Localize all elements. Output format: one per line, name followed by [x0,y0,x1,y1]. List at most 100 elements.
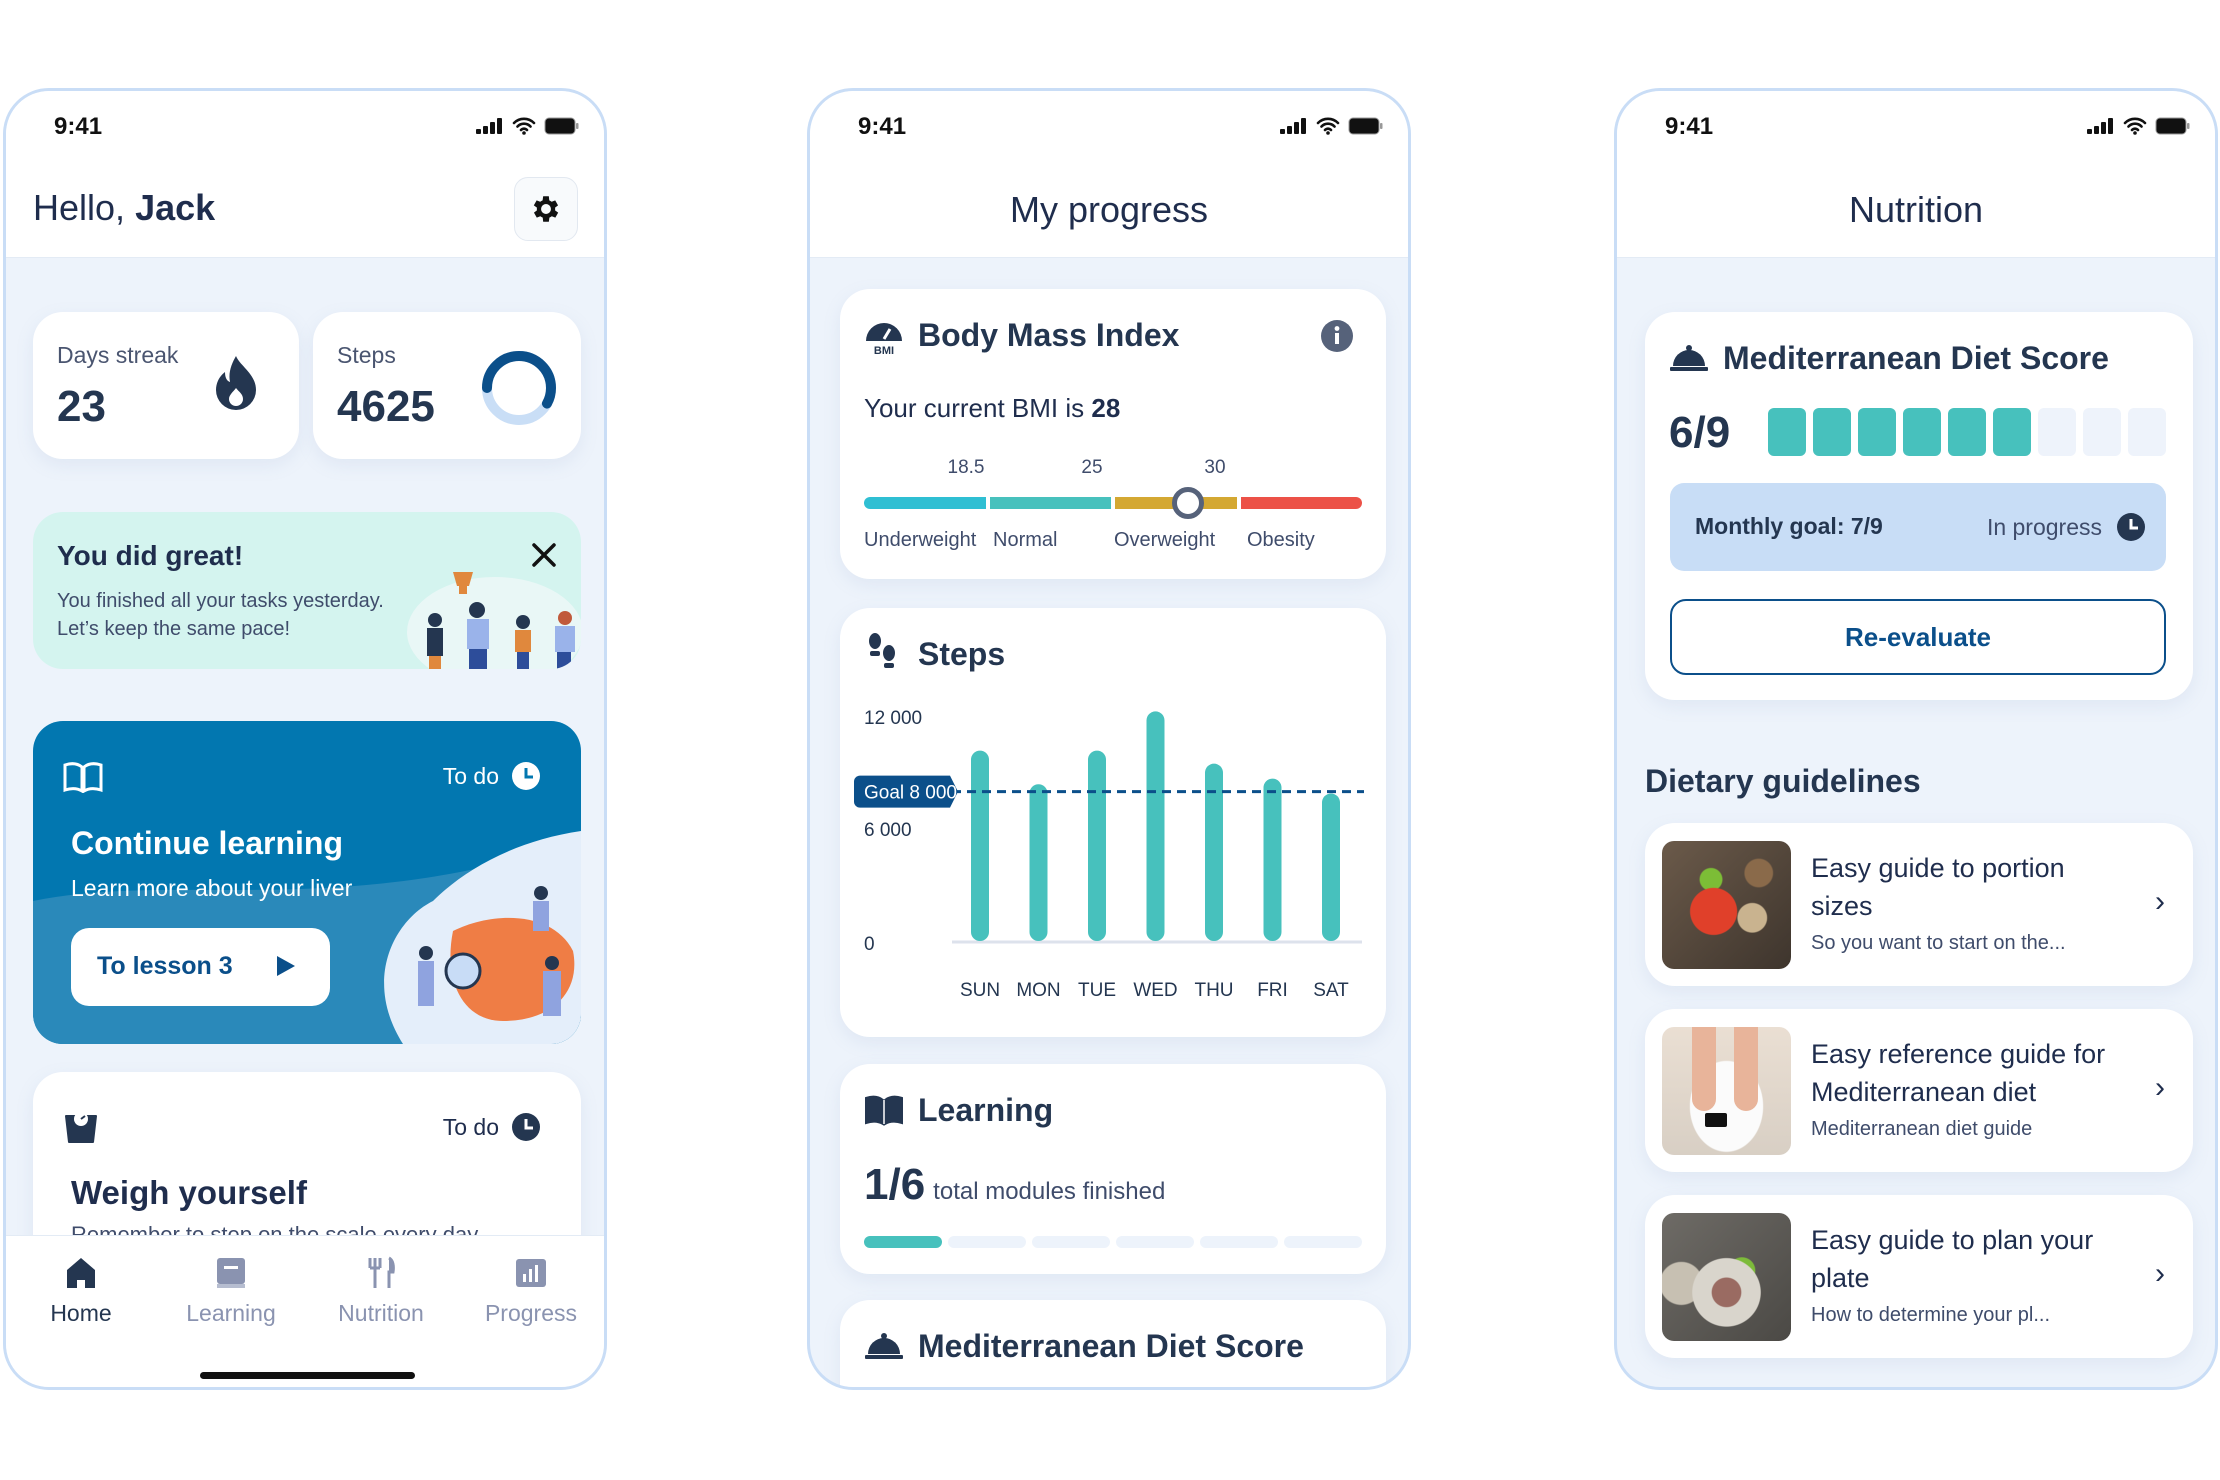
progress-screen: 9:41 My progress BMI Body Mass Index You… [807,88,1411,1390]
streak-label: Days streak [57,342,179,368]
chevron-right-icon: › [2155,1071,2165,1104]
guideline-title: Easy guide to plan your plate [1811,1225,2094,1293]
cloche-icon [865,1333,903,1359]
congrats-banner: You did great! You finished all your tas… [33,512,581,669]
banner-line-2: Let’s keep the same pace! [57,618,291,640]
guideline-subtitle: Mediterranean diet guide [1811,1118,2033,1140]
bmi-category: Normal [993,529,1058,551]
user-name: Jack [135,187,216,228]
signal-icon [476,118,502,134]
scale-feet-image [1662,1027,1791,1155]
weigh-card-title: Weigh yourself [71,1174,307,1211]
guideline-item[interactable]: Easy guide to plan your plate How to det… [1645,1195,2193,1358]
y-tick-label: 0 [864,934,875,955]
guideline-item[interactable]: Easy reference guide for Mediterranean d… [1645,1009,2193,1172]
bmi-threshold: 25 [1081,457,1103,478]
days-streak-card[interactable]: Days streak 23 [33,312,299,459]
monthly-goal-label: Monthly goal: 7/9 [1695,513,1883,539]
clock-icon [2117,513,2145,541]
to-lesson-button[interactable]: To lesson 3 [71,928,330,1006]
score-box [1858,408,1896,456]
steps-card[interactable]: Steps 4625 [313,312,581,459]
chevron-right-icon: › [2155,885,2165,918]
book-icon [217,1258,245,1288]
guideline-title: Easy guide to portion sizes [1811,853,2065,921]
diet-score-card-preview: Mediterranean Diet Score [840,1300,1386,1387]
bar-tue [1088,750,1106,941]
clock-icon [512,762,540,790]
streak-value: 23 [57,382,106,431]
bottom-nav: Home Learning Nutrition Progress [6,1235,604,1387]
bar-thu [1205,763,1223,941]
bmi-category: Overweight [1114,529,1216,551]
bmi-marker [1171,487,1204,519]
re-evaluate-button[interactable]: Re-evaluate [1670,599,2166,675]
learning-module-segment [1200,1236,1278,1248]
greeting: Hello, Jack [33,187,215,229]
bar-wed [1146,711,1165,941]
diet-score-value: 6/9 [1669,408,1731,457]
score-box [1993,408,2031,456]
info-button[interactable] [1320,319,1354,353]
foot [1734,1027,1758,1111]
diet-score-meter [1768,408,2166,456]
goal-badge [854,775,958,808]
x-tick-label: THU [1194,980,1233,1001]
play-icon [277,956,295,976]
banner-title: You did great! [57,540,244,571]
learning-title: Learning [918,1092,1054,1128]
learning-card-subtitle: Learn more about your liver [71,875,353,901]
footsteps-icon [869,633,895,668]
bmi-gauge-icon: BMI [866,323,902,355]
y-tick-label: 12 000 [864,708,922,729]
foot [1692,1027,1716,1111]
steps-bar-chart: 0 6 000 12 000 SUN MON TUE WED THU FRI SAT Goal 8 … [854,708,1364,1001]
settings-button[interactable] [514,177,578,241]
nutrition-screen: 9:41 Nutrition Mediterranean Diet Score … [1614,88,2218,1390]
progress-header: 9:41 My progress [810,91,1408,258]
nav-learning[interactable]: Learning [156,1256,306,1327]
score-box [2128,408,2166,456]
page-title: My progress [1009,189,1209,230]
bmi-card: BMI Body Mass Index Your current BMI is … [840,289,1386,579]
status-label: To do [442,762,499,789]
guideline-item[interactable]: Easy guide to portion sizes So you want … [1645,823,2193,986]
goal-label: Goal 8 000 [864,783,957,804]
steps-progress-ring [482,351,556,425]
learning-module-segment [1284,1236,1362,1248]
x-tick-label: SUN [960,980,1000,1001]
bar-fri [1263,778,1282,941]
steps-title: Steps [918,636,1006,672]
bar-mon [1029,784,1048,941]
guideline-subtitle: So you want to start on the... [1811,932,2066,954]
learning-count-label: total modules finished [933,1178,1166,1205]
bmi-segment-obesity [1240,497,1362,509]
close-banner-button[interactable] [523,534,565,576]
book-open-icon [865,1095,903,1126]
monthly-goal-panel: Monthly goal: 7/9 In progress [1670,483,2166,571]
portion-sizes-image [1662,841,1791,969]
continue-learning-card[interactable]: To do Continue learning Learn more about… [33,721,581,1044]
learning-card-title: Continue learning [71,825,343,861]
signal-icon [1280,118,1306,134]
steps-value: 4625 [337,382,435,431]
chart-icon [516,1259,546,1287]
bmi-threshold: 18.5 [947,457,985,478]
battery-icon [544,117,579,135]
learning-progress-bar [864,1236,1362,1248]
learning-module-segment [1116,1236,1194,1248]
wifi-icon [2123,117,2147,135]
nav-home[interactable]: Home [6,1256,156,1327]
bmi-categories: Underweight Normal Overweight Obesity [864,529,1362,552]
bmi-scale [864,497,1362,509]
scale-icon [65,1112,97,1143]
nav-nutrition[interactable]: Nutrition [306,1256,456,1327]
fork-knife-icon [368,1256,395,1288]
scale-display [1705,1113,1727,1127]
x-tick-label: SAT [1313,980,1349,1001]
score-box [1948,408,1986,456]
learning-count: 1/6 [864,1160,926,1209]
svg-text:BMI: BMI [874,345,894,355]
nav-progress[interactable]: Progress [456,1256,604,1327]
learning-summary: 1/6 total modules finished [864,1160,1165,1210]
